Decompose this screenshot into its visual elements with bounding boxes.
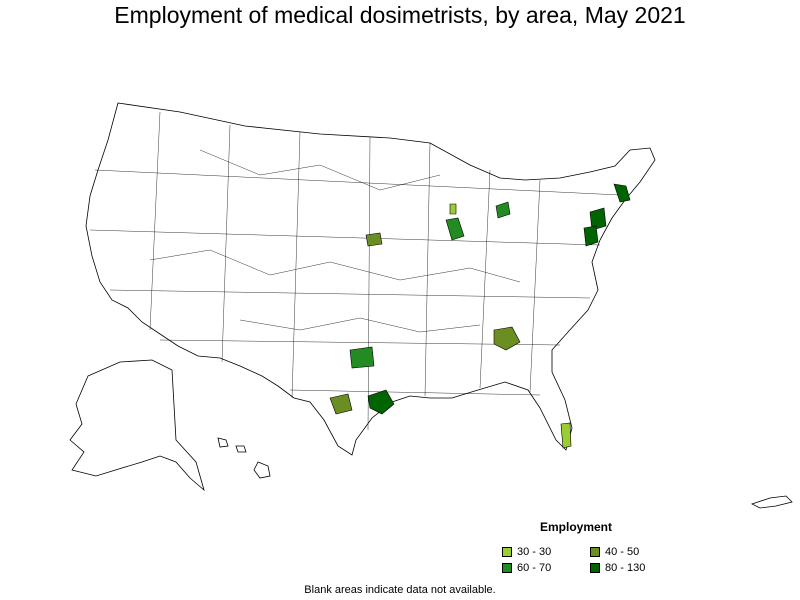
legend-item-30-30: 30 - 30 [502,546,551,558]
alaska-outline [69,359,205,492]
legend-swatch [590,563,600,573]
legend-item-40-50: 40 - 50 [590,546,639,558]
legend-title: Employment [540,520,613,534]
legend-label: 40 - 50 [605,546,640,558]
area-atlanta [493,326,521,351]
legend-swatch [502,547,512,557]
legend-item-60-70: 60 - 70 [502,562,551,574]
map-title: Employment of medical dosimetrists, by a… [114,2,686,28]
hawaii-islands [217,437,271,479]
area-philadelphia [583,225,599,247]
area-new-york [589,207,607,231]
contiguous-us-outline [85,102,656,456]
legend-label: 80 - 130 [605,562,646,574]
footnote: Blank areas indicate data not available. [304,584,496,596]
area-detroit [495,201,511,219]
area-boston [613,183,631,203]
area-houston [367,389,395,415]
area-milwaukee [449,203,457,215]
area-des-moines [365,232,383,247]
area-chicago [445,217,465,241]
legend-label: 30 - 30 [517,546,552,558]
area-south-florida [560,422,572,449]
legend-label: 60 - 70 [517,562,552,574]
legend-swatch [590,547,600,557]
puerto-rico [750,495,793,509]
area-dallas [349,346,375,369]
legend-item-80-130: 80 - 130 [590,562,645,574]
area-san-antonio [329,393,353,415]
legend-swatch [502,563,512,573]
area-boundaries [89,111,621,431]
